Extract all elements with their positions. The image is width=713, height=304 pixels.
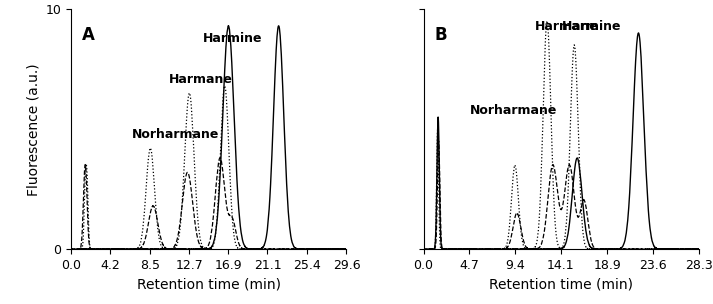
Text: Norharmane: Norharmane [132,128,219,141]
Text: Harmine: Harmine [203,32,263,45]
X-axis label: Retention time (min): Retention time (min) [489,278,633,292]
Y-axis label: Fluorescence (a.u.): Fluorescence (a.u.) [26,63,40,195]
Text: A: A [82,26,95,44]
Text: Harmane: Harmane [169,73,232,86]
Text: Norharmane: Norharmane [470,104,558,117]
X-axis label: Retention time (min): Retention time (min) [137,278,281,292]
Text: Harmine: Harmine [562,20,621,33]
Text: B: B [434,26,447,44]
Text: Harmane: Harmane [535,20,599,33]
